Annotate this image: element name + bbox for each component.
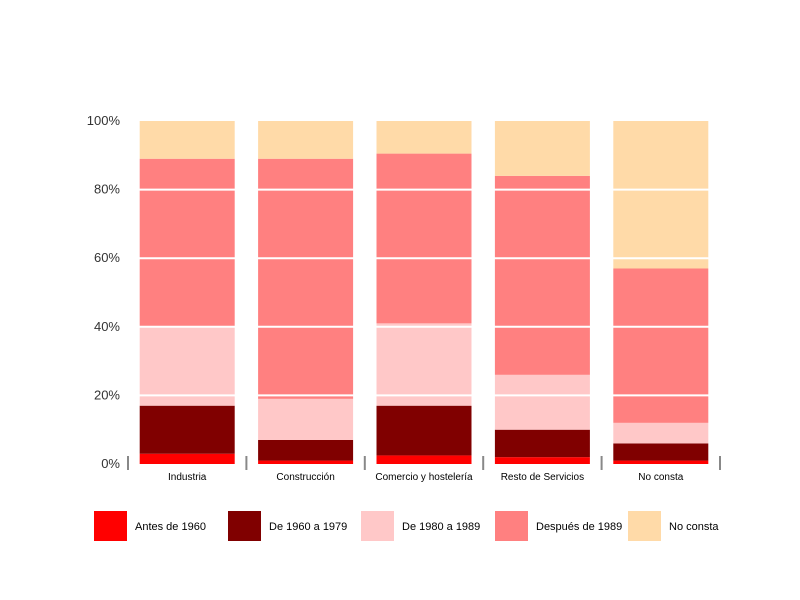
- x-tick-label: No consta: [638, 472, 683, 483]
- y-tick-label: 80%: [94, 182, 120, 197]
- bar-segment: [376, 153, 472, 324]
- bar-segment: [139, 121, 235, 159]
- x-tick-label: Comercio y hostelería: [375, 472, 473, 483]
- bar-segment: [376, 323, 472, 406]
- bar-segment: [139, 326, 235, 406]
- bar-segment: [494, 121, 590, 176]
- bar-segment: [494, 374, 590, 430]
- bar-segment: [139, 158, 235, 327]
- legend-label: Después de 1989: [536, 521, 622, 533]
- gridlines: [128, 188, 720, 397]
- y-tick-label: 40%: [94, 319, 120, 334]
- bar-segment: [258, 439, 354, 461]
- bar-segment: [258, 460, 354, 464]
- bar-segment: [139, 405, 235, 454]
- bar-segment: [613, 422, 709, 444]
- bar-segment: [139, 453, 235, 464]
- legend-swatch: [94, 511, 127, 541]
- bars: [139, 121, 709, 464]
- legend-swatch: [495, 511, 528, 541]
- bar-segment: [376, 121, 472, 154]
- bar-segment: [376, 455, 472, 464]
- bar-segment: [613, 121, 709, 269]
- legend: Antes de 1960 De 1960 a 1979 De 1980 a 198…: [94, 511, 719, 541]
- y-tick-label: 0%: [101, 456, 120, 471]
- y-tick-label: 60%: [94, 250, 120, 265]
- legend-label: No consta: [669, 521, 719, 533]
- y-tick-label: 100%: [87, 113, 121, 128]
- legend-label: Antes de 1960: [135, 521, 206, 533]
- legend-label: De 1960 a 1979: [269, 521, 347, 533]
- bar-segment: [494, 429, 590, 458]
- legend-swatch: [361, 511, 394, 541]
- legend-label: De 1980 a 1989: [402, 521, 480, 533]
- y-tick-label: 20%: [94, 387, 120, 402]
- y-axis: 0% 20% 40% 60% 80% 100%: [87, 113, 121, 471]
- bar-segment: [376, 405, 472, 456]
- bar-segment: [258, 158, 354, 399]
- legend-swatch: [228, 511, 261, 541]
- x-tick-label: Industria: [168, 472, 207, 483]
- bar-segment: [613, 443, 709, 461]
- x-tick-label: Resto de Servicios: [501, 472, 584, 483]
- bar-segment: [494, 457, 590, 464]
- x-axis: Industria Construcción Comercio y hosteler…: [127, 456, 721, 483]
- bar-segment: [613, 460, 709, 464]
- bar-segment: [613, 268, 709, 423]
- bar-segment: [494, 175, 590, 375]
- bar-segment: [258, 398, 354, 440]
- bar-segment: [258, 121, 354, 159]
- legend-swatch: [628, 511, 661, 541]
- x-tick-label: Construcción: [276, 472, 334, 483]
